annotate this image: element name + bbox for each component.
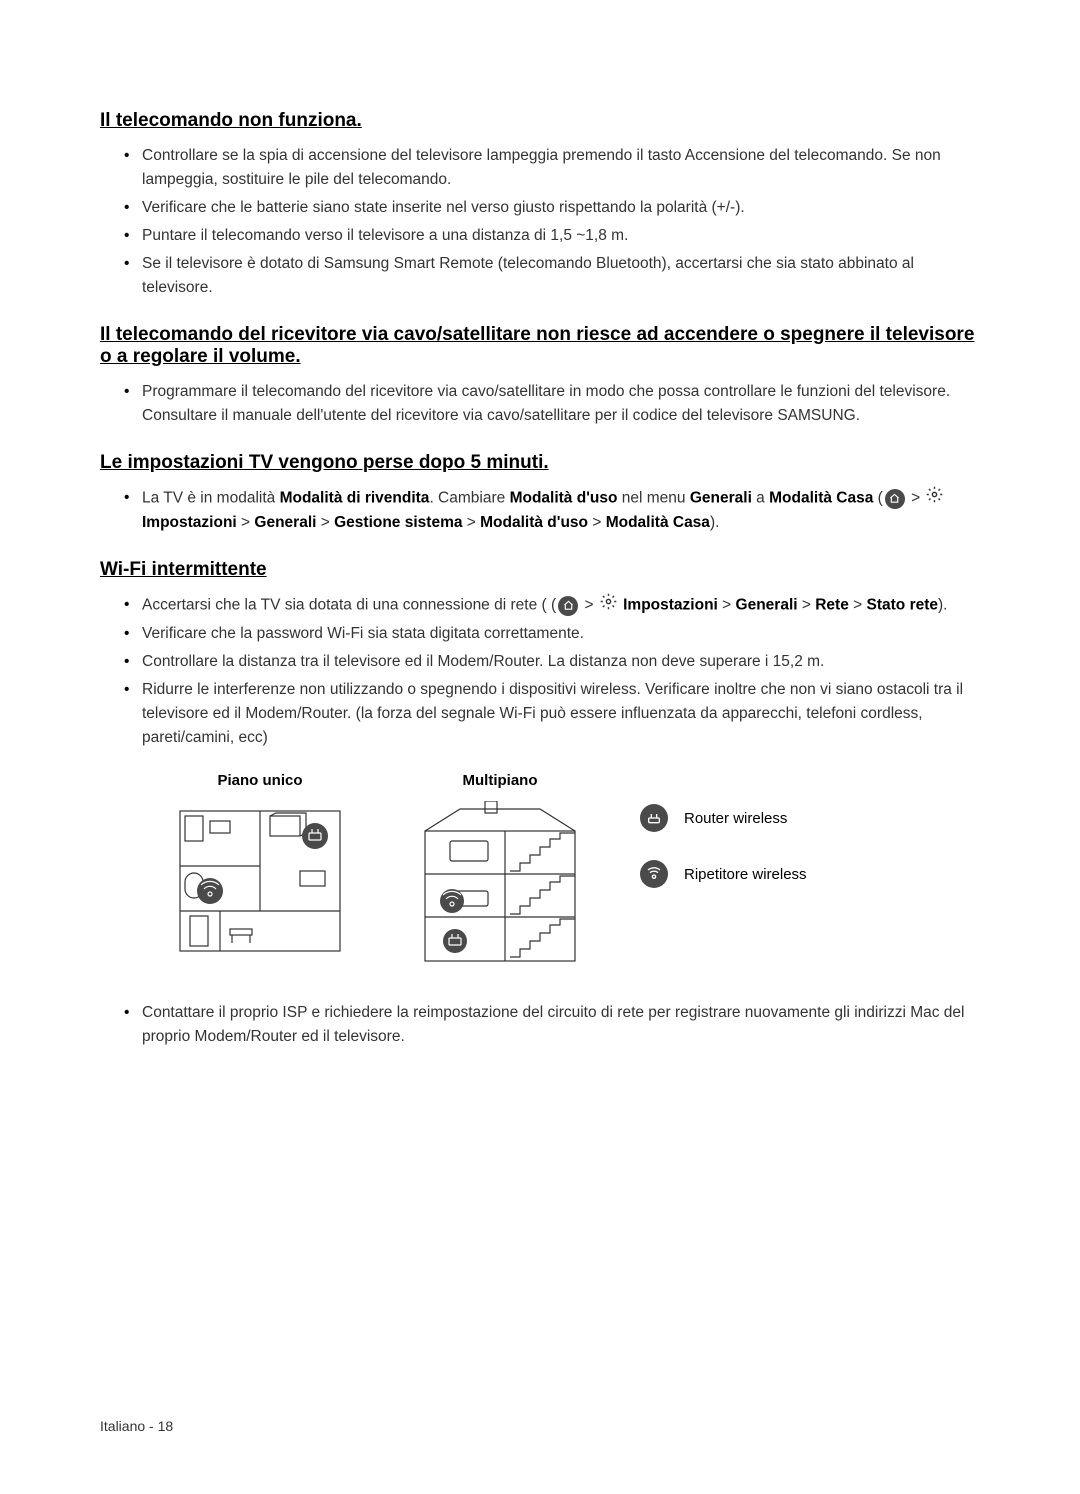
diagram-multi-floor: Multipiano bbox=[400, 772, 600, 971]
list-item: La TV è in modalità Modalità di rivendit… bbox=[124, 486, 980, 535]
list-item: Controllare la distanza tra il televisor… bbox=[124, 650, 980, 674]
list-item: Verificare che le batterie siano state i… bbox=[124, 196, 980, 220]
bold-text: Modalità d'uso bbox=[510, 490, 618, 507]
legend-item-repeater: Ripetitore wireless bbox=[640, 860, 807, 888]
separator: > bbox=[462, 514, 480, 531]
heading: Il telecomando del ricevitore via cavo/s… bbox=[100, 324, 980, 368]
list-item: Ridurre le interferenze non utilizzando … bbox=[124, 678, 980, 750]
list: Programmare il telecomando del ricevitor… bbox=[100, 380, 980, 428]
list-item: Puntare il telecomando verso il televiso… bbox=[124, 224, 980, 248]
path-text: Modalità d'uso bbox=[480, 514, 588, 531]
separator: > bbox=[237, 514, 255, 531]
separator: > bbox=[580, 597, 598, 614]
diagram-label: Piano unico bbox=[160, 772, 360, 789]
gear-icon bbox=[926, 486, 943, 511]
bold-text: Modalità Casa bbox=[769, 490, 873, 507]
text: Accertarsi che la TV sia dotata di una c… bbox=[142, 597, 551, 614]
separator: > bbox=[798, 597, 816, 614]
list-item: Verificare che la password Wi-Fi sia sta… bbox=[124, 622, 980, 646]
legend-label: Router wireless bbox=[684, 810, 787, 827]
separator: > bbox=[316, 514, 334, 531]
bold-text: Generali bbox=[690, 490, 752, 507]
section-settings-lost: Le impostazioni TV vengono perse dopo 5 … bbox=[100, 452, 980, 535]
repeater-icon bbox=[640, 860, 668, 888]
legend-label: Ripetitore wireless bbox=[684, 866, 807, 883]
home-icon bbox=[558, 596, 578, 616]
bold-text: Modalità di rivendita bbox=[280, 490, 430, 507]
text: a bbox=[752, 490, 769, 507]
home-icon bbox=[885, 489, 905, 509]
heading: Le impostazioni TV vengono perse dopo 5 … bbox=[100, 452, 980, 474]
list-item: Controllare se la spia di accensione del… bbox=[124, 144, 980, 192]
heading: Wi-Fi intermittente bbox=[100, 559, 980, 581]
heading: Il telecomando non funziona. bbox=[100, 110, 980, 132]
router-icon bbox=[640, 804, 668, 832]
page-footer: Italiano - 18 bbox=[100, 1418, 173, 1434]
diagram-legend: Router wireless Ripetitore wireless bbox=[640, 772, 807, 888]
gear-icon bbox=[600, 593, 617, 618]
list-item: Contattare il proprio ISP e richiedere l… bbox=[124, 1001, 980, 1049]
path-text: Modalità Casa bbox=[606, 514, 710, 531]
text: ). bbox=[938, 597, 947, 614]
section-cable-remote: Il telecomando del ricevitore via cavo/s… bbox=[100, 324, 980, 428]
list: Controllare se la spia di accensione del… bbox=[100, 144, 980, 300]
separator: > bbox=[588, 514, 606, 531]
floorplan-single-icon bbox=[160, 801, 360, 966]
path-text: Gestione sistema bbox=[334, 514, 462, 531]
path-text: Generali bbox=[254, 514, 316, 531]
house-multi-icon bbox=[400, 801, 600, 966]
list-item: Se il televisore è dotato di Samsung Sma… bbox=[124, 252, 980, 300]
path-text: Stato rete bbox=[867, 597, 939, 614]
text: nel menu bbox=[617, 490, 689, 507]
diagram-row: Piano unico bbox=[160, 772, 980, 971]
text: . Cambiare bbox=[429, 490, 509, 507]
section-remote-not-working: Il telecomando non funziona. Controllare… bbox=[100, 110, 980, 300]
text: La TV è in modalità bbox=[142, 490, 280, 507]
path-text: Rete bbox=[815, 597, 849, 614]
section-wifi: Wi-Fi intermittente Accertarsi che la TV… bbox=[100, 559, 980, 1049]
list: La TV è in modalità Modalità di rivendit… bbox=[100, 486, 980, 535]
list-item: Accertarsi che la TV sia dotata di una c… bbox=[124, 593, 980, 618]
list: Accertarsi che la TV sia dotata di una c… bbox=[100, 593, 980, 750]
separator: > bbox=[907, 490, 925, 507]
text: ( bbox=[551, 597, 556, 614]
legend-item-router: Router wireless bbox=[640, 804, 807, 832]
separator: > bbox=[849, 597, 867, 614]
path-text: Impostazioni bbox=[623, 597, 718, 614]
path-text: Generali bbox=[736, 597, 798, 614]
diagram-single-floor: Piano unico bbox=[160, 772, 360, 971]
separator: > bbox=[718, 597, 736, 614]
path-text: Impostazioni bbox=[142, 514, 237, 531]
text: ( bbox=[873, 490, 882, 507]
text: ). bbox=[710, 514, 719, 531]
list-item: Programmare il telecomando del ricevitor… bbox=[124, 380, 980, 428]
diagram-label: Multipiano bbox=[400, 772, 600, 789]
list: Contattare il proprio ISP e richiedere l… bbox=[100, 1001, 980, 1049]
